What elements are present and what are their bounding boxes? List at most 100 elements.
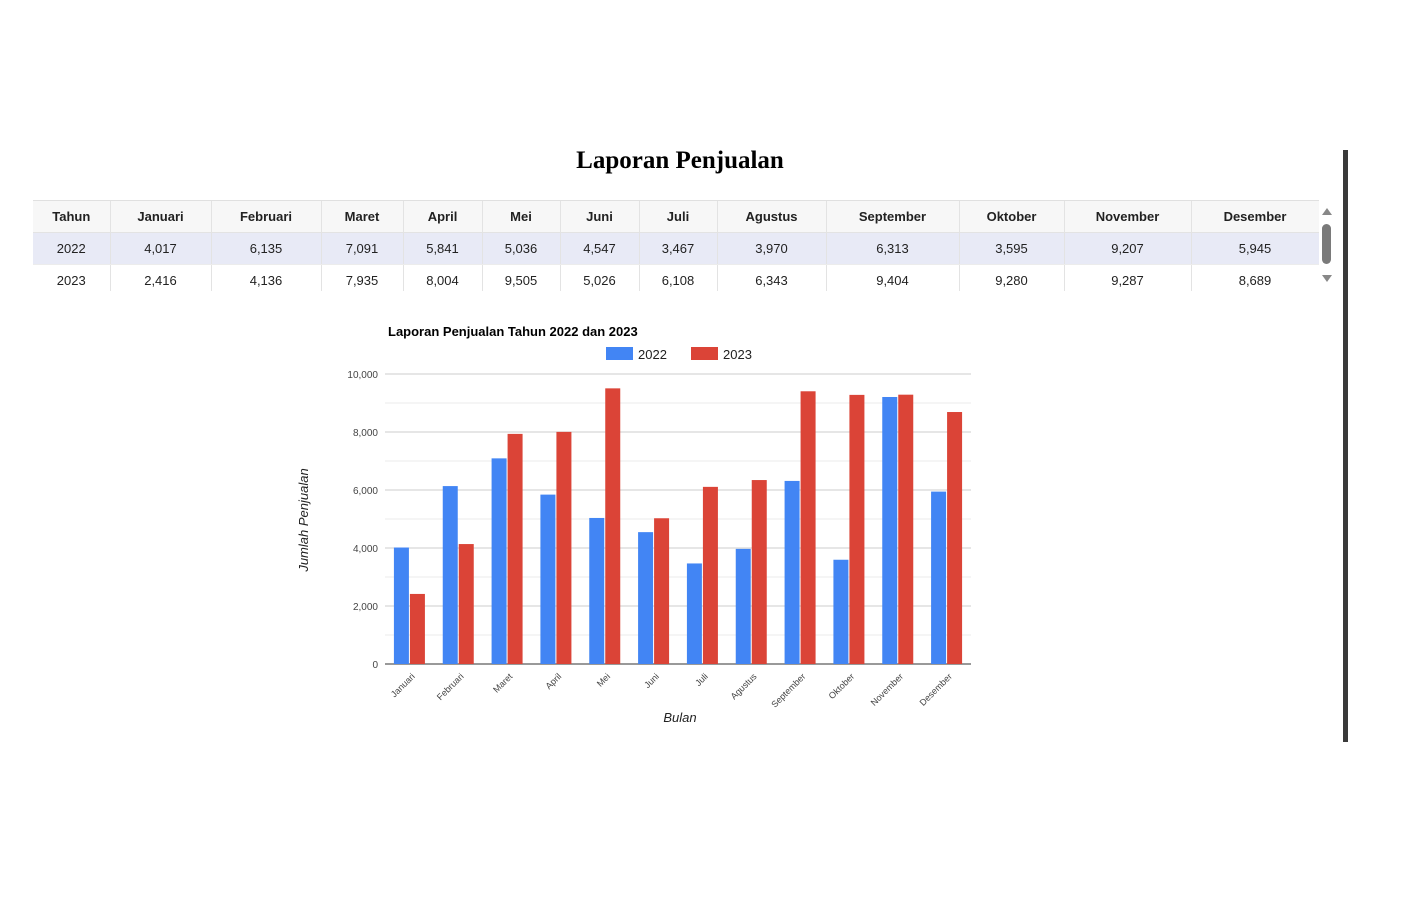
y-tick-label: 2,000 <box>353 602 378 613</box>
legend-label-2023[interactable]: 2023 <box>723 347 752 362</box>
table-cell: 9,280 <box>959 264 1065 291</box>
table-cell: 6,108 <box>639 264 718 291</box>
bar-2023-november[interactable] <box>898 394 914 664</box>
table-cell: 5,036 <box>482 232 561 265</box>
scroll-up-arrow-icon[interactable] <box>1322 208 1332 215</box>
y-axis-ticks: 0 2,000 4,000 6,000 8,000 10,000 <box>347 370 378 671</box>
table-cell: 7,091 <box>321 232 404 265</box>
bar-2022-februari[interactable] <box>442 486 458 664</box>
table-cell: 2022 <box>33 232 111 265</box>
bar-2023-april[interactable] <box>556 431 572 664</box>
column-header[interactable]: Agustus <box>717 201 827 233</box>
x-tick-label: November <box>869 671 905 707</box>
x-tick-label: Agustus <box>729 671 759 701</box>
bar-2023-mei[interactable] <box>605 388 621 664</box>
column-header[interactable]: Tahun <box>33 201 111 233</box>
bar-2023-september[interactable] <box>800 391 816 664</box>
y-tick-label: 4,000 <box>353 544 378 555</box>
table-cell: 4,547 <box>560 232 640 265</box>
x-tick-label: September <box>769 671 807 709</box>
table-row[interactable]: 2023 2,416 4,136 7,935 8,004 9,505 5,026… <box>33 264 1319 291</box>
table-cell: 5,026 <box>560 264 640 291</box>
table-row[interactable]: 2022 4,017 6,135 7,091 5,841 5,036 4,547… <box>33 232 1319 265</box>
table-cell: 6,343 <box>717 264 827 291</box>
y-tick-label: 10,000 <box>347 370 378 381</box>
x-axis-label: Bulan <box>663 710 696 725</box>
sales-bar-chart: Laporan Penjualan Tahun 2022 dan 2023 20… <box>296 324 971 725</box>
table-cell: 7,935 <box>321 264 404 291</box>
table-cell: 9,287 <box>1064 264 1192 291</box>
column-header[interactable]: Juni <box>560 201 640 233</box>
legend-swatch-2022 <box>606 347 633 360</box>
x-axis-ticks: Januari Februari Maret April Mei Juni Juli Agus… <box>389 671 954 710</box>
table-cell: 8,004 <box>403 264 483 291</box>
bar-2022-januari[interactable] <box>393 547 409 664</box>
column-header[interactable]: Maret <box>321 201 404 233</box>
bar-2023-februari[interactable] <box>458 544 474 664</box>
bar-2022-september[interactable] <box>784 480 800 664</box>
table-cell: 4,136 <box>211 264 322 291</box>
x-tick-label: Juli <box>693 671 710 688</box>
chart-gridlines <box>385 373 971 665</box>
column-header[interactable]: April <box>403 201 483 233</box>
table-cell: 3,595 <box>959 232 1065 265</box>
sales-table: Tahun Januari Februari Maret April Mei J… <box>33 201 1319 291</box>
bar-2022-november[interactable] <box>882 396 898 664</box>
y-axis-label: Jumlah Penjualan <box>296 468 311 572</box>
bar-2023-desember[interactable] <box>947 412 963 664</box>
scroll-down-arrow-icon[interactable] <box>1322 275 1332 282</box>
bar-2023-agustus[interactable] <box>751 480 767 664</box>
table-cell: 9,207 <box>1064 232 1192 265</box>
bar-2022-juni[interactable] <box>638 532 654 664</box>
legend-label-2022[interactable]: 2022 <box>638 347 667 362</box>
bar-2022-juli[interactable] <box>686 563 702 664</box>
table-scrollbar[interactable] <box>1320 205 1334 285</box>
page-scrollbar[interactable] <box>1343 150 1348 742</box>
bar-2022-agustus[interactable] <box>735 548 751 664</box>
column-header[interactable]: November <box>1064 201 1192 233</box>
column-header[interactable]: Januari <box>110 201 212 233</box>
table-cell: 3,467 <box>639 232 718 265</box>
bar-2022-oktober[interactable] <box>833 559 849 664</box>
bar-2023-juli[interactable] <box>702 486 718 664</box>
table-cell: 3,970 <box>717 232 827 265</box>
bar-2022-maret[interactable] <box>491 458 507 664</box>
x-tick-label: Juni <box>642 671 661 690</box>
y-tick-label: 8,000 <box>353 428 378 439</box>
column-header[interactable]: Oktober <box>959 201 1065 233</box>
x-tick-label: Desember <box>918 671 954 707</box>
column-header[interactable]: Desember <box>1191 201 1319 233</box>
page-title: Laporan Penjualan <box>576 147 784 174</box>
table-cell: 5,841 <box>403 232 483 265</box>
chart-bars <box>393 388 963 664</box>
x-tick-label: Februari <box>435 671 466 702</box>
column-header[interactable]: Juli <box>639 201 718 233</box>
table-cell: 5,945 <box>1191 232 1319 265</box>
legend-swatch-2023 <box>691 347 718 360</box>
sales-table-container[interactable]: Tahun Januari Februari Maret April Mei J… <box>33 200 1319 291</box>
bar-2023-maret[interactable] <box>507 433 523 664</box>
bar-2023-juni[interactable] <box>654 518 670 664</box>
bar-2022-april[interactable] <box>540 494 556 664</box>
table-header-row: Tahun Januari Februari Maret April Mei J… <box>33 201 1319 233</box>
x-tick-label: Oktober <box>827 671 857 701</box>
column-header[interactable]: Mei <box>482 201 561 233</box>
table-cell: 6,135 <box>211 232 322 265</box>
table-cell: 6,313 <box>826 232 960 265</box>
bar-2023-januari[interactable] <box>409 593 425 664</box>
chart-legend: 2022 2023 <box>606 347 752 362</box>
table-cell: 4,017 <box>110 232 212 265</box>
table-cell: 8,689 <box>1191 264 1319 291</box>
column-header[interactable]: September <box>826 201 960 233</box>
column-header[interactable]: Februari <box>211 201 322 233</box>
y-tick-label: 0 <box>372 660 378 671</box>
x-tick-label: Maret <box>491 671 515 695</box>
scrollbar-thumb[interactable] <box>1322 224 1331 264</box>
bar-2022-desember[interactable] <box>931 491 947 664</box>
table-cell: 2,416 <box>110 264 212 291</box>
x-tick-label: April <box>544 671 564 691</box>
x-tick-label: Mei <box>595 671 612 688</box>
table-cell: 9,404 <box>826 264 960 291</box>
bar-2023-oktober[interactable] <box>849 394 865 664</box>
bar-2022-mei[interactable] <box>589 517 605 664</box>
